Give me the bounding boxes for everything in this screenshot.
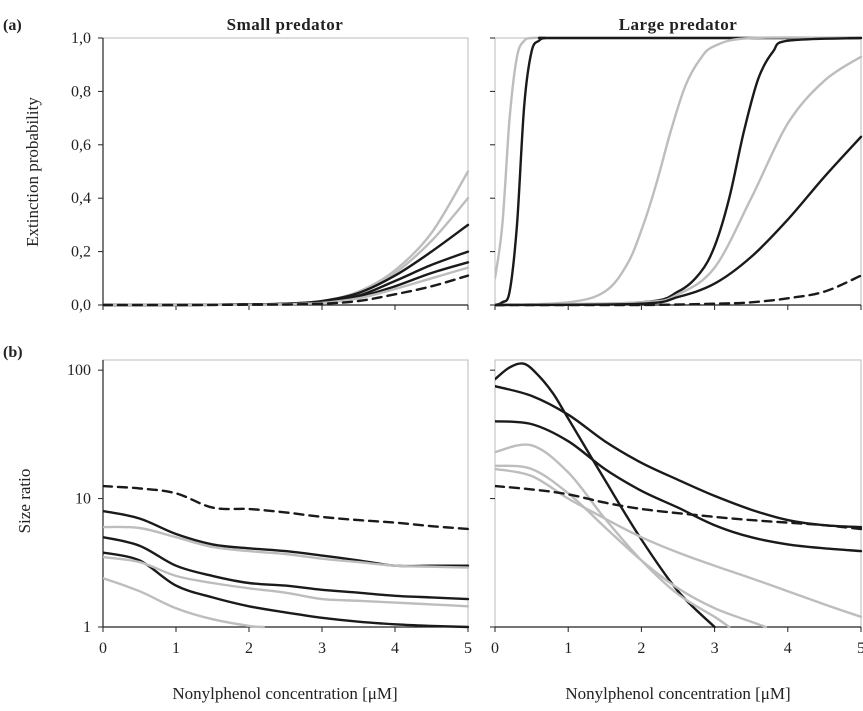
panel-large-sizeratio: 0 1 2 3 4 5 (490, 359, 863, 657)
y-tick-label: 10 (75, 491, 91, 508)
y-tick-label: 0,0 (71, 297, 91, 314)
x-tick-label: 1 (172, 640, 180, 657)
y-tick-label: 0,8 (71, 83, 91, 100)
series-line-6 (495, 274, 863, 307)
series-line-0 (103, 484, 470, 531)
series-line-6 (495, 484, 863, 531)
y-tick-label: 0,6 (71, 137, 91, 154)
col-title-small: Small predator (227, 15, 344, 34)
series-line-2 (103, 525, 470, 569)
panel-small-extinction: 0,0 0,2 0,4 0,6 0,8 1,0 (71, 30, 470, 314)
x-tick-label: 4 (391, 640, 399, 657)
x-tick-label: 0 (99, 640, 107, 657)
plot-frame (102, 359, 469, 628)
x-tick-label: 5 (464, 640, 472, 657)
series-line-2 (495, 36, 863, 307)
series-line-4 (103, 551, 470, 629)
y-tick-label: 1,0 (71, 30, 91, 47)
series-line-3 (495, 36, 863, 307)
y-tick-label: 0,2 (71, 244, 91, 261)
x-tick-label: 2 (245, 640, 253, 657)
series-line-5 (103, 555, 470, 608)
col-title-large: Large predator (619, 15, 738, 34)
series-line-4 (495, 464, 767, 629)
series-line-1 (103, 509, 470, 568)
series-line-1 (495, 385, 863, 529)
x-tick-label: 0 (491, 640, 499, 657)
series-line-3 (495, 443, 731, 629)
series-line-4 (495, 55, 863, 307)
panel-large-extinction (490, 36, 863, 310)
y-tick-label: 1 (83, 619, 91, 636)
ylabel-size-ratio: Size ratio (15, 469, 34, 534)
panel-letter-a: (a) (3, 17, 22, 34)
xlabel-large: Nonylphenol concentration [μM] (565, 684, 790, 703)
series-line-0 (495, 36, 863, 280)
x-tick-label: 1 (564, 640, 572, 657)
y-tick-label: 0,4 (71, 190, 91, 207)
series-line-6 (103, 577, 265, 629)
y-tick-label: 100 (67, 362, 91, 379)
series-line-1 (495, 36, 863, 307)
x-tick-label: 2 (637, 640, 645, 657)
ylabel-extinction: Extinction probability (23, 97, 42, 247)
series-line-0 (495, 362, 716, 629)
series-line-2 (495, 420, 863, 553)
series-line-6 (103, 274, 470, 307)
series-line-3 (103, 536, 470, 601)
xlabel-small: Nonylphenol concentration [μM] (172, 684, 397, 703)
series-line-2 (103, 223, 470, 307)
x-tick-label: 3 (318, 640, 326, 657)
series-line-0 (103, 170, 470, 307)
plot-frame (494, 37, 862, 306)
series-line-5 (495, 135, 863, 307)
x-tick-label: 3 (711, 640, 719, 657)
series-line-1 (103, 197, 470, 307)
x-tick-label: 5 (857, 640, 863, 657)
panel-letter-b: (b) (3, 344, 23, 361)
x-tick-label: 4 (784, 640, 792, 657)
